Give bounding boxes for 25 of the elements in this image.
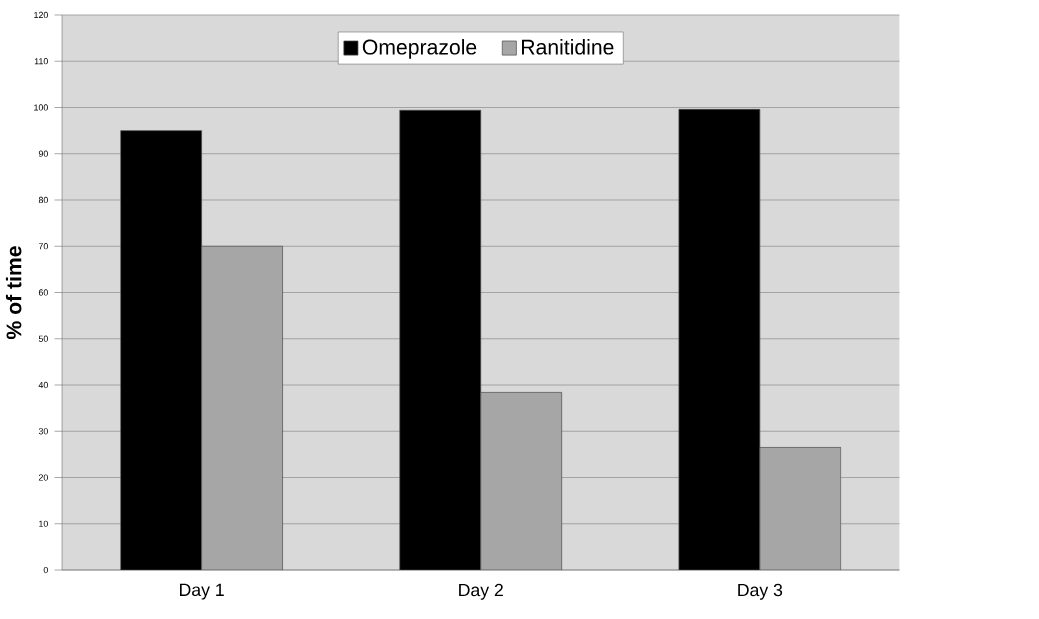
x-tick-label: Day 2 (459, 584, 503, 600)
bar (759, 447, 842, 571)
y-tick-label: 100 (34, 104, 48, 111)
y-tick-label: 110 (34, 58, 48, 65)
y-tick-label: 60 (38, 289, 48, 296)
y-tick-label: 70 (38, 243, 48, 250)
y-axis-title: % of time (5, 246, 22, 340)
y-tick-label: 0 (43, 567, 48, 574)
x-tick-label: Day 3 (738, 584, 783, 600)
y-tick-label: 90 (38, 150, 48, 158)
y-tick-label: 30 (38, 428, 48, 435)
bar (480, 392, 563, 571)
bar (399, 110, 482, 571)
bar (201, 246, 283, 571)
bar (678, 109, 761, 571)
bar (120, 130, 202, 571)
legend-label: Omeprazole (362, 39, 477, 60)
y-tick-label: 40 (38, 382, 48, 389)
y-tick-label: 80 (38, 197, 48, 204)
y-tick-label: 10 (39, 520, 48, 528)
y-tick-label: 50 (38, 335, 48, 343)
y-tick-label: 20 (38, 474, 48, 481)
legend-label: Ranitidine (522, 39, 614, 55)
x-tick-label: Day 1 (180, 583, 224, 600)
y-tick-label: 120 (34, 12, 48, 19)
